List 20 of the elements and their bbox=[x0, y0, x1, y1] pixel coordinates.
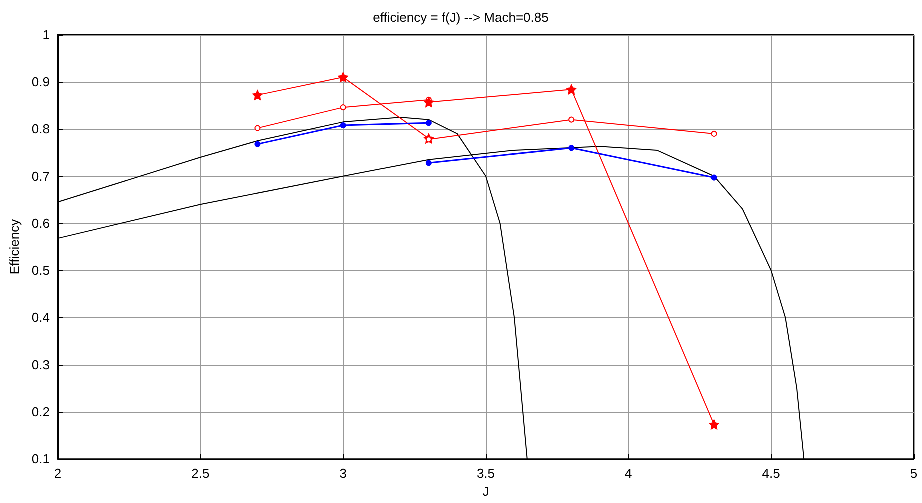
x-tick-label: 4 bbox=[625, 466, 632, 482]
x-axis-title: J bbox=[482, 484, 490, 499]
x-tick-label: 4.5 bbox=[762, 466, 780, 482]
y-tick-label: 0.2 bbox=[32, 404, 50, 420]
y-tick-label: 1 bbox=[42, 28, 50, 42]
y-tick-label: 0.8 bbox=[32, 122, 50, 137]
y-tick-label: 0.5 bbox=[32, 263, 50, 278]
x-tick-label: 3.5 bbox=[476, 466, 496, 482]
y-tick-label: 0.3 bbox=[32, 357, 50, 372]
x-tick-label: 2 bbox=[54, 466, 62, 482]
x-tick-label: 3 bbox=[340, 466, 347, 482]
x-tick-label: 2.5 bbox=[192, 466, 210, 482]
y-tick-label: 0.9 bbox=[32, 74, 50, 90]
chart-title: efficiency = f(J) --> Mach=0.85 bbox=[373, 10, 549, 25]
y-tick-label: 0.6 bbox=[32, 216, 50, 231]
y-tick-label: 0.4 bbox=[32, 310, 50, 326]
y-tick-label: 0.1 bbox=[32, 452, 50, 467]
y-tick-label: 0.7 bbox=[32, 168, 50, 184]
y-axis-title: Efficiency bbox=[7, 218, 22, 275]
x-tick-label: 5 bbox=[910, 466, 918, 482]
